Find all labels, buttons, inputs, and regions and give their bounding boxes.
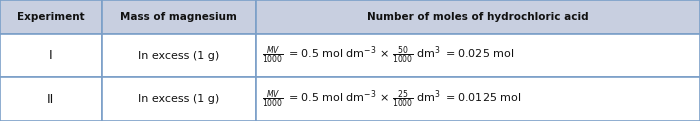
- Bar: [102, 34, 256, 77]
- Bar: [102, 77, 256, 121]
- Bar: [256, 77, 700, 121]
- Text: In excess (1 g): In excess (1 g): [138, 94, 219, 104]
- Text: $\frac{\mathit{MV}}{1000}$ $= 0.5$ mol dm$^{-3}$ $\times$ $\frac{25}{1000}$ dm$^: $\frac{\mathit{MV}}{1000}$ $= 0.5$ mol d…: [262, 88, 522, 110]
- Bar: [256, 34, 700, 77]
- Text: Mass of magnesium: Mass of magnesium: [120, 12, 237, 22]
- Text: Experiment: Experiment: [17, 12, 85, 22]
- Bar: [256, 0, 700, 34]
- Text: $\frac{\mathit{MV}}{1000}$ $= 0.5$ mol dm$^{-3}$ $\times$ $\frac{50}{1000}$ dm$^: $\frac{\mathit{MV}}{1000}$ $= 0.5$ mol d…: [262, 45, 515, 66]
- Text: I: I: [49, 49, 52, 62]
- Bar: [102, 0, 256, 34]
- Bar: [0, 77, 102, 121]
- Bar: [0, 0, 102, 34]
- Text: Number of moles of hydrochloric acid: Number of moles of hydrochloric acid: [367, 12, 589, 22]
- Text: In excess (1 g): In excess (1 g): [138, 51, 219, 61]
- Bar: [0, 34, 102, 77]
- Text: II: II: [47, 93, 55, 106]
